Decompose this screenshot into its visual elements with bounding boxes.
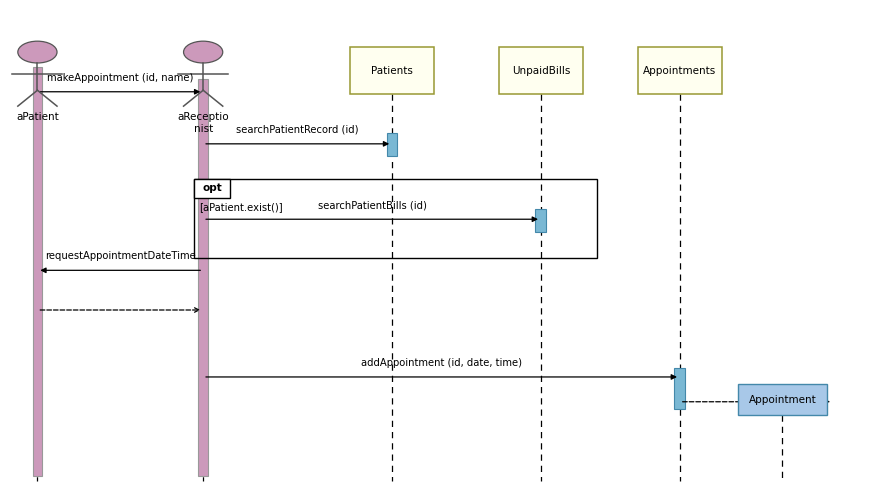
Circle shape bbox=[18, 41, 57, 63]
Text: searchPatientRecord (id): searchPatientRecord (id) bbox=[236, 125, 359, 135]
Text: Appointments: Appointments bbox=[643, 65, 716, 76]
Text: makeAppointment (id, name): makeAppointment (id, name) bbox=[47, 73, 193, 83]
Bar bbox=[350, 47, 435, 94]
Text: opt: opt bbox=[202, 184, 222, 193]
Bar bbox=[387, 133, 397, 156]
Text: searchPatientBills (id): searchPatientBills (id) bbox=[317, 200, 427, 210]
Circle shape bbox=[184, 41, 223, 63]
Bar bbox=[199, 79, 208, 476]
Bar bbox=[194, 179, 230, 198]
Bar bbox=[674, 368, 685, 409]
Bar bbox=[638, 47, 722, 94]
Bar bbox=[33, 67, 43, 476]
Text: [aPatient.exist()]: [aPatient.exist()] bbox=[199, 202, 282, 212]
Text: aReceptio
nist: aReceptio nist bbox=[177, 112, 229, 134]
Text: Appointment: Appointment bbox=[748, 395, 816, 405]
Text: Patients: Patients bbox=[372, 65, 413, 76]
Text: requestAppointmentDateTime: requestAppointmentDateTime bbox=[45, 251, 196, 261]
Text: UnpaidBills: UnpaidBills bbox=[511, 65, 570, 76]
Text: addAppointment (id, date, time): addAppointment (id, date, time) bbox=[361, 358, 522, 368]
Text: aPatient: aPatient bbox=[16, 112, 59, 122]
Bar bbox=[738, 384, 827, 415]
Bar bbox=[499, 47, 584, 94]
Bar bbox=[194, 179, 597, 258]
Bar bbox=[535, 209, 546, 232]
